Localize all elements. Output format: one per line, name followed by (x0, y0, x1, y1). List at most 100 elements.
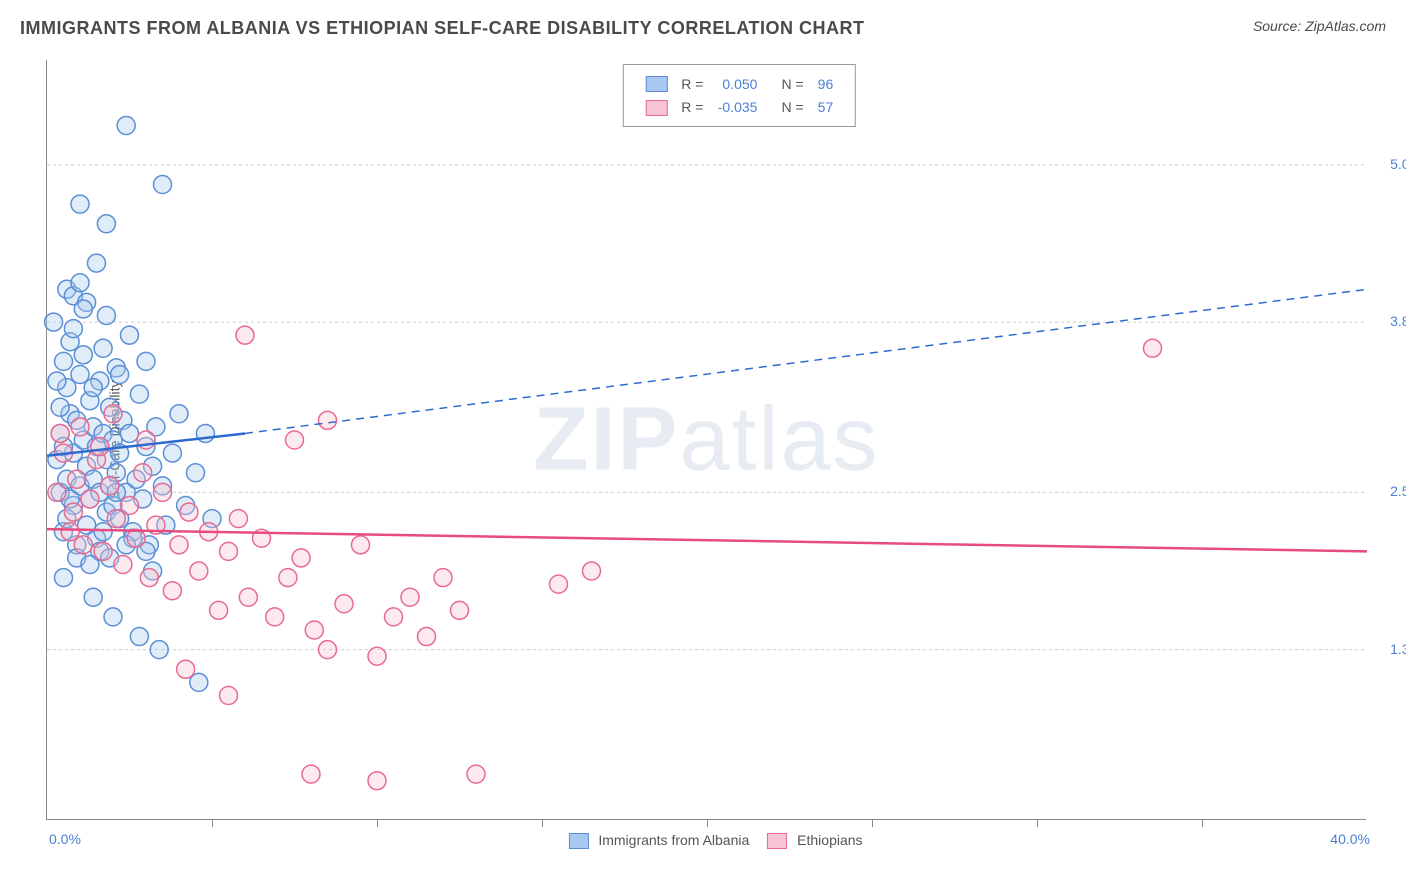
data-point-ethiopians (81, 490, 99, 508)
correlation-legend: R =0.050N =96R =-0.035N =57 (622, 64, 856, 127)
data-point-ethiopians (220, 542, 238, 560)
data-point-ethiopians (352, 536, 370, 554)
data-point-ethiopians (64, 503, 82, 521)
data-point-albania (97, 215, 115, 233)
data-point-ethiopians (104, 405, 122, 423)
data-point-ethiopians (335, 595, 353, 613)
data-point-albania (130, 385, 148, 403)
data-point-ethiopians (550, 575, 568, 593)
data-point-ethiopians (583, 562, 601, 580)
data-point-albania (163, 444, 181, 462)
data-point-ethiopians (140, 569, 158, 587)
data-point-albania (121, 424, 139, 442)
data-point-ethiopians (190, 562, 208, 580)
data-point-albania (48, 372, 66, 390)
data-point-ethiopians (134, 464, 152, 482)
source-credit: Source: ZipAtlas.com (1253, 18, 1386, 34)
data-point-albania (137, 352, 155, 370)
data-point-albania (88, 254, 106, 272)
data-point-albania (170, 405, 188, 423)
legend-stat-row-albania: R =0.050N =96 (639, 73, 839, 94)
data-point-ethiopians (401, 588, 419, 606)
data-point-ethiopians (71, 418, 89, 436)
x-tick (872, 819, 873, 827)
y-tick-label: 3.8% (1390, 313, 1406, 329)
data-point-ethiopians (302, 765, 320, 783)
x-tick (707, 819, 708, 827)
data-point-albania (84, 588, 102, 606)
data-point-ethiopians (286, 431, 304, 449)
data-point-ethiopians (467, 765, 485, 783)
data-point-albania (111, 365, 129, 383)
data-point-ethiopians (319, 641, 337, 659)
data-point-ethiopians (177, 660, 195, 678)
data-point-albania (150, 641, 168, 659)
data-point-albania (104, 608, 122, 626)
regression-extrapolation-albania (245, 289, 1367, 433)
data-point-ethiopians (91, 438, 109, 456)
x-tick (542, 819, 543, 827)
data-point-ethiopians (229, 510, 247, 528)
data-point-ethiopians (121, 497, 139, 515)
data-point-ethiopians (114, 555, 132, 573)
data-point-ethiopians (451, 601, 469, 619)
plot-area: Self-Care Disability ZIPatlas R =0.050N … (46, 60, 1366, 820)
data-point-albania (74, 346, 92, 364)
data-point-ethiopians (210, 601, 228, 619)
data-point-ethiopians (127, 529, 145, 547)
data-point-ethiopians (48, 483, 66, 501)
data-point-albania (55, 352, 73, 370)
data-point-albania (94, 339, 112, 357)
x-tick (1037, 819, 1038, 827)
data-point-ethiopians (319, 411, 337, 429)
data-point-albania (117, 117, 135, 135)
data-point-albania (97, 307, 115, 325)
data-point-albania (187, 464, 205, 482)
x-axis-min-label: 0.0% (49, 831, 81, 847)
data-point-ethiopians (220, 687, 238, 705)
data-point-albania (154, 175, 172, 193)
data-point-ethiopians (385, 608, 403, 626)
data-point-ethiopians (170, 536, 188, 554)
data-point-ethiopians (239, 588, 257, 606)
data-point-ethiopians (101, 477, 119, 495)
y-tick-label: 2.5% (1390, 483, 1406, 499)
data-point-ethiopians (180, 503, 198, 521)
data-point-ethiopians (368, 647, 386, 665)
series-legend: Immigrants from Albania Ethiopians (550, 832, 862, 849)
data-point-ethiopians (94, 542, 112, 560)
y-tick-label: 5.0% (1390, 156, 1406, 172)
data-point-ethiopians (68, 470, 86, 488)
data-point-ethiopians (368, 772, 386, 790)
data-point-albania (55, 569, 73, 587)
data-point-albania (84, 379, 102, 397)
data-point-albania (71, 195, 89, 213)
data-point-ethiopians (305, 621, 323, 639)
data-point-albania (45, 313, 63, 331)
data-point-ethiopians (279, 569, 297, 587)
data-point-albania (121, 326, 139, 344)
data-point-albania (74, 300, 92, 318)
data-point-ethiopians (74, 536, 92, 554)
legend-stat-row-ethiopians: R =-0.035N =57 (639, 96, 839, 117)
chart-title: IMMIGRANTS FROM ALBANIA VS ETHIOPIAN SEL… (20, 18, 865, 38)
y-tick-label: 1.3% (1390, 641, 1406, 657)
x-tick (377, 819, 378, 827)
legend-item-ethiopians: Ethiopians (749, 832, 862, 848)
data-point-ethiopians (154, 483, 172, 501)
x-tick (1202, 819, 1203, 827)
data-point-albania (130, 628, 148, 646)
data-point-ethiopians (292, 549, 310, 567)
data-point-albania (71, 274, 89, 292)
data-point-ethiopians (1144, 339, 1162, 357)
data-point-ethiopians (163, 582, 181, 600)
data-point-ethiopians (434, 569, 452, 587)
data-point-ethiopians (236, 326, 254, 344)
scatter-svg (47, 60, 1366, 819)
data-point-ethiopians (266, 608, 284, 626)
regression-line-ethiopians (47, 529, 1367, 551)
data-point-albania (64, 320, 82, 338)
data-point-ethiopians (51, 424, 69, 442)
legend-item-albania: Immigrants from Albania (550, 832, 749, 848)
data-point-ethiopians (418, 628, 436, 646)
